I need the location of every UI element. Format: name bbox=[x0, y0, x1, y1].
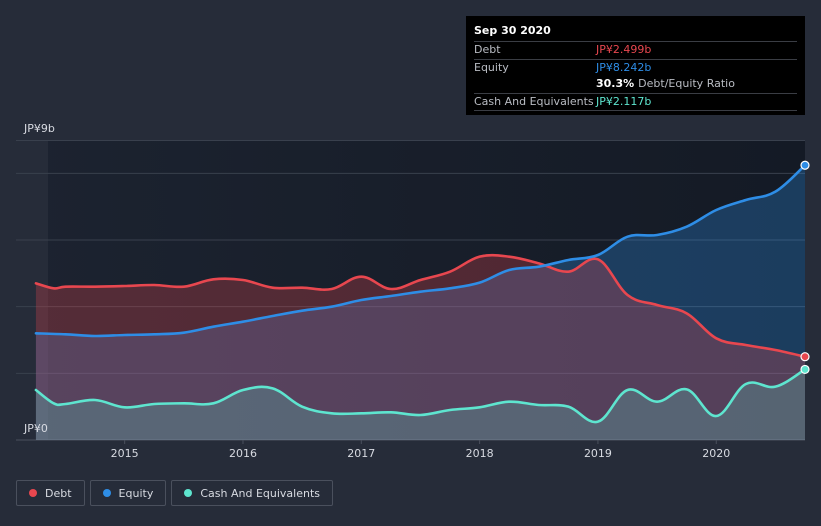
area-cash bbox=[35, 369, 806, 440]
tooltip-date: Sep 30 2020 bbox=[474, 24, 551, 37]
tooltip-cash-value: JP¥2.117b bbox=[596, 94, 652, 108]
tooltip-equity-label: Equity bbox=[474, 60, 509, 74]
plot-background bbox=[16, 140, 805, 440]
x-tick-label-2020: 2020 bbox=[702, 447, 730, 460]
tooltip-debt-value: JP¥2.499b bbox=[596, 43, 652, 56]
series-line-debt bbox=[34, 253, 807, 358]
series-line-equity bbox=[34, 163, 807, 338]
end-marker-debt bbox=[800, 352, 810, 362]
x-tick-label-2015: 2015 bbox=[111, 447, 139, 460]
x-tick-label-2016: 2016 bbox=[229, 447, 257, 460]
x-tick-label-2017: 2017 bbox=[347, 447, 375, 460]
chart-legend: Debt Equity Cash And Equivalents bbox=[16, 480, 333, 506]
plot-history-background bbox=[16, 140, 48, 440]
x-tick-label-2019: 2019 bbox=[584, 447, 612, 460]
tooltip-ratio-label: Debt/Equity Ratio bbox=[638, 77, 735, 90]
end-marker-equity bbox=[800, 160, 810, 170]
tooltip-debt-label: Debt bbox=[474, 43, 501, 56]
line-layer bbox=[34, 163, 807, 424]
legend-label-equity: Equity bbox=[118, 486, 154, 500]
legend-item-cash[interactable]: Cash And Equivalents bbox=[171, 480, 333, 506]
data-tooltip: Sep 30 2020 Debt JP¥2.499b Equity JP¥8.2… bbox=[466, 16, 805, 115]
legend-dot-debt-icon bbox=[29, 489, 37, 497]
end-marker-cash bbox=[800, 364, 810, 375]
chart-svg: 2015 2016 2017 2018 2019 2020 JP¥9b JP¥0 bbox=[16, 122, 810, 460]
x-tick-label-2018: 2018 bbox=[466, 447, 494, 460]
tooltip-equity-value: JP¥8.242b bbox=[596, 60, 652, 74]
legend-label-cash: Cash And Equivalents bbox=[200, 486, 320, 500]
tooltip-ratio-row: 30.3% Debt/Equity Ratio bbox=[474, 76, 797, 93]
marker-layer bbox=[800, 160, 810, 375]
y-axis-top-label: JP¥9b bbox=[23, 122, 55, 135]
grid-layer bbox=[16, 140, 805, 441]
tooltip-ratio-value: 30.3% bbox=[596, 77, 635, 90]
y-axis-bottom-label: JP¥0 bbox=[23, 422, 48, 435]
legend-label-debt: Debt bbox=[45, 486, 72, 500]
area-debt bbox=[35, 255, 806, 440]
tooltip-cash-row: Cash And Equivalents JP¥2.117b bbox=[474, 92, 797, 111]
legend-item-debt[interactable]: Debt bbox=[16, 480, 85, 506]
tick-layer: 2015 2016 2017 2018 2019 2020 bbox=[111, 440, 730, 460]
series-line-cash bbox=[34, 368, 807, 424]
tooltip-equity-row: Equity JP¥8.242b bbox=[474, 58, 797, 77]
legend-item-equity[interactable]: Equity bbox=[89, 480, 167, 506]
tooltip-cash-label: Cash And Equivalents bbox=[474, 94, 594, 108]
legend-dot-equity-icon bbox=[102, 489, 111, 497]
tooltip-ratio-spacer bbox=[474, 76, 596, 93]
legend-dot-cash-icon bbox=[184, 489, 193, 497]
area-equity bbox=[35, 165, 806, 440]
area-layer bbox=[35, 165, 806, 440]
tooltip-debt-row: Debt JP¥2.499b bbox=[474, 41, 797, 59]
